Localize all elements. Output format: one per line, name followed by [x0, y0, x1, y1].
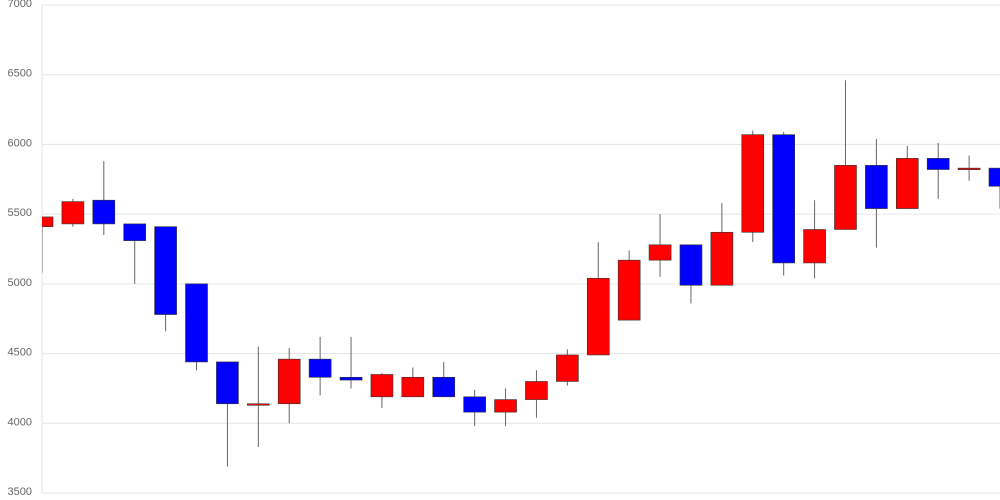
candle-body [61, 201, 85, 225]
candle-body [895, 158, 919, 209]
candle-body [370, 374, 394, 398]
y-tick-label: 7000 [8, 0, 32, 10]
candle-body [123, 223, 147, 241]
candle-body [432, 376, 456, 398]
candle-body [834, 165, 857, 230]
candle-body [617, 259, 641, 321]
candle-body [401, 376, 425, 398]
candle-body [339, 376, 363, 381]
candle-body [308, 358, 332, 378]
candle-body [772, 134, 795, 264]
y-tick-label: 4500 [8, 347, 32, 359]
y-tick-label: 5000 [8, 277, 32, 289]
candle-body [988, 167, 1000, 187]
candle-body [277, 358, 301, 405]
y-tick-label: 6000 [8, 137, 32, 149]
y-tick-label: 5500 [8, 207, 32, 219]
candle-body [741, 134, 765, 233]
candle-body [586, 277, 610, 356]
candle-body [42, 216, 54, 227]
candle-body [710, 231, 734, 286]
candle-body [494, 399, 517, 413]
candles [42, 80, 1000, 467]
candle-body [216, 361, 239, 405]
candle-body [679, 244, 703, 286]
candle-body [926, 158, 950, 170]
candle-body [525, 381, 548, 400]
candle-body [92, 199, 116, 225]
candle-body [463, 396, 486, 413]
candle-body [556, 354, 579, 382]
candle-body [957, 167, 981, 170]
candle-body [803, 229, 826, 264]
candle-body [247, 403, 270, 406]
candle-body [154, 226, 177, 315]
candle-body [185, 283, 208, 363]
y-tick-label: 4000 [8, 416, 32, 428]
y-tick-label: 3500 [8, 486, 32, 498]
candle-body [865, 165, 888, 209]
candle-body [648, 244, 672, 261]
y-tick-label: 6500 [8, 68, 32, 80]
